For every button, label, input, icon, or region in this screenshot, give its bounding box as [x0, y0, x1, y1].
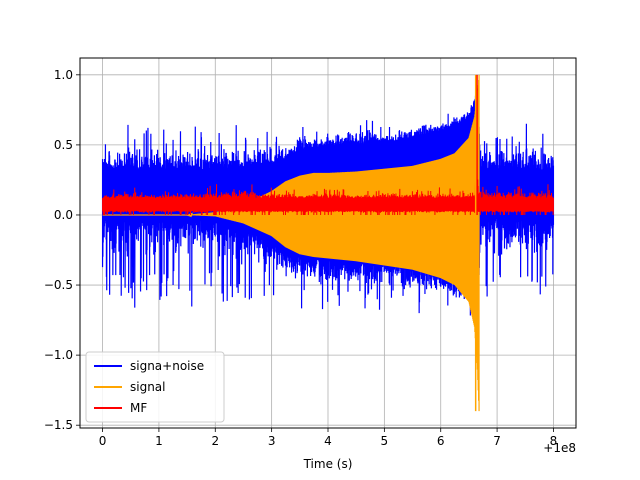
- legend-entry-label: MF: [130, 401, 147, 415]
- legend-box: [85, 351, 225, 423]
- y-tick-label: −1.0: [44, 348, 73, 362]
- x-tick-label: 3: [268, 434, 276, 448]
- y-tick-label: 0.0: [54, 208, 73, 222]
- x-tick-label: 4: [324, 434, 332, 448]
- x-tick-label: 6: [437, 434, 445, 448]
- x-axis: 0 1 2 3 4 5 6 7 8: [99, 428, 558, 448]
- legend: signa+noise signal MF: [85, 351, 225, 423]
- y-tick-label: 1.0: [54, 68, 73, 82]
- series-layer: [101, 74, 555, 412]
- x-tick-label: 5: [381, 434, 389, 448]
- x-offset-label: +1e8: [543, 441, 576, 455]
- series-mf-line: [102, 159, 554, 215]
- y-tick-label: 0.5: [54, 138, 73, 152]
- x-tick-label: 2: [211, 434, 219, 448]
- x-tick-label: 0: [99, 434, 107, 448]
- legend-entry-label: signa+noise: [130, 359, 204, 373]
- y-tick-label: −1.5: [44, 418, 73, 432]
- y-axis: −1.5 −1.0 −0.5 0.0 0.5 1.0: [44, 68, 80, 432]
- legend-entry-label: signal: [130, 380, 166, 394]
- x-axis-label: Time (s): [303, 457, 353, 471]
- x-tick-label: 1: [155, 434, 163, 448]
- x-tick-label: 8: [550, 434, 558, 448]
- y-tick-label: −0.5: [44, 278, 73, 292]
- x-tick-label: 7: [493, 434, 501, 448]
- series-signal-line: [102, 74, 480, 412]
